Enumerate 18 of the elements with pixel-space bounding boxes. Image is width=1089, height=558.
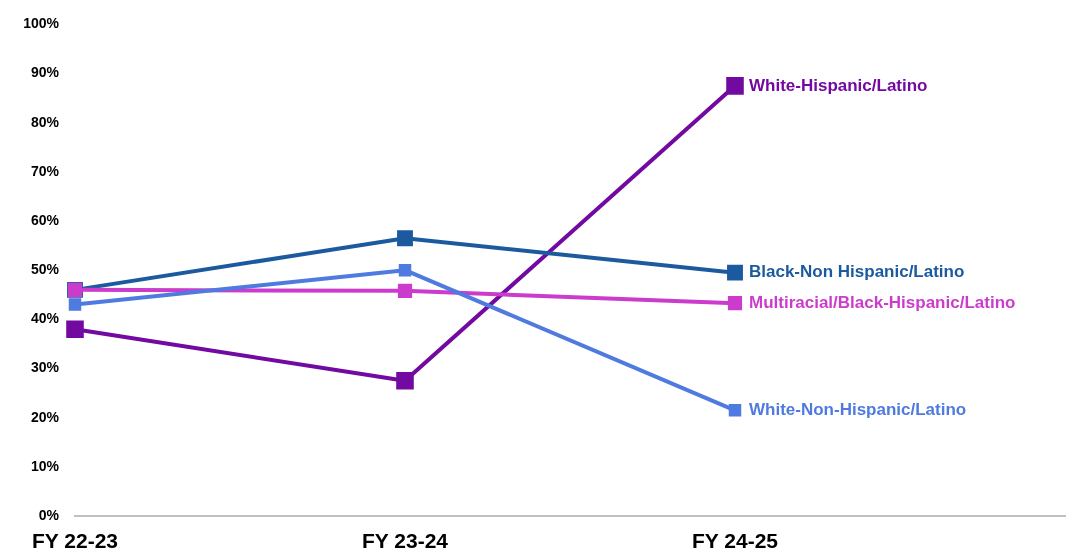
y-tick-label: 90%	[30, 64, 60, 81]
x-tick-label: FY 23-24	[362, 529, 449, 553]
y-tick-label: 30%	[30, 359, 60, 376]
y-tick-label: 0%	[38, 506, 60, 523]
x-tick-label: FY 24-25	[692, 529, 779, 553]
series-label: White-Non-Hispanic/Latino	[749, 399, 967, 419]
y-tick-label: 40%	[30, 310, 60, 327]
y-tick-label: 80%	[30, 113, 60, 130]
series-label: White-Hispanic/Latino	[749, 75, 928, 95]
y-tick-label: 20%	[30, 408, 60, 425]
y-tick-label: 70%	[30, 162, 60, 179]
x-tick-label: FY 22-23	[32, 529, 118, 553]
series-label: Black-Non Hispanic/Latino	[749, 262, 965, 282]
y-tick-label: 60%	[30, 211, 60, 228]
series-label: Multiracial/Black-Hispanic/Latino	[749, 292, 1016, 312]
y-tick-label: 10%	[30, 457, 60, 474]
y-tick-label: 100%	[23, 15, 60, 32]
y-tick-label: 50%	[30, 261, 60, 278]
